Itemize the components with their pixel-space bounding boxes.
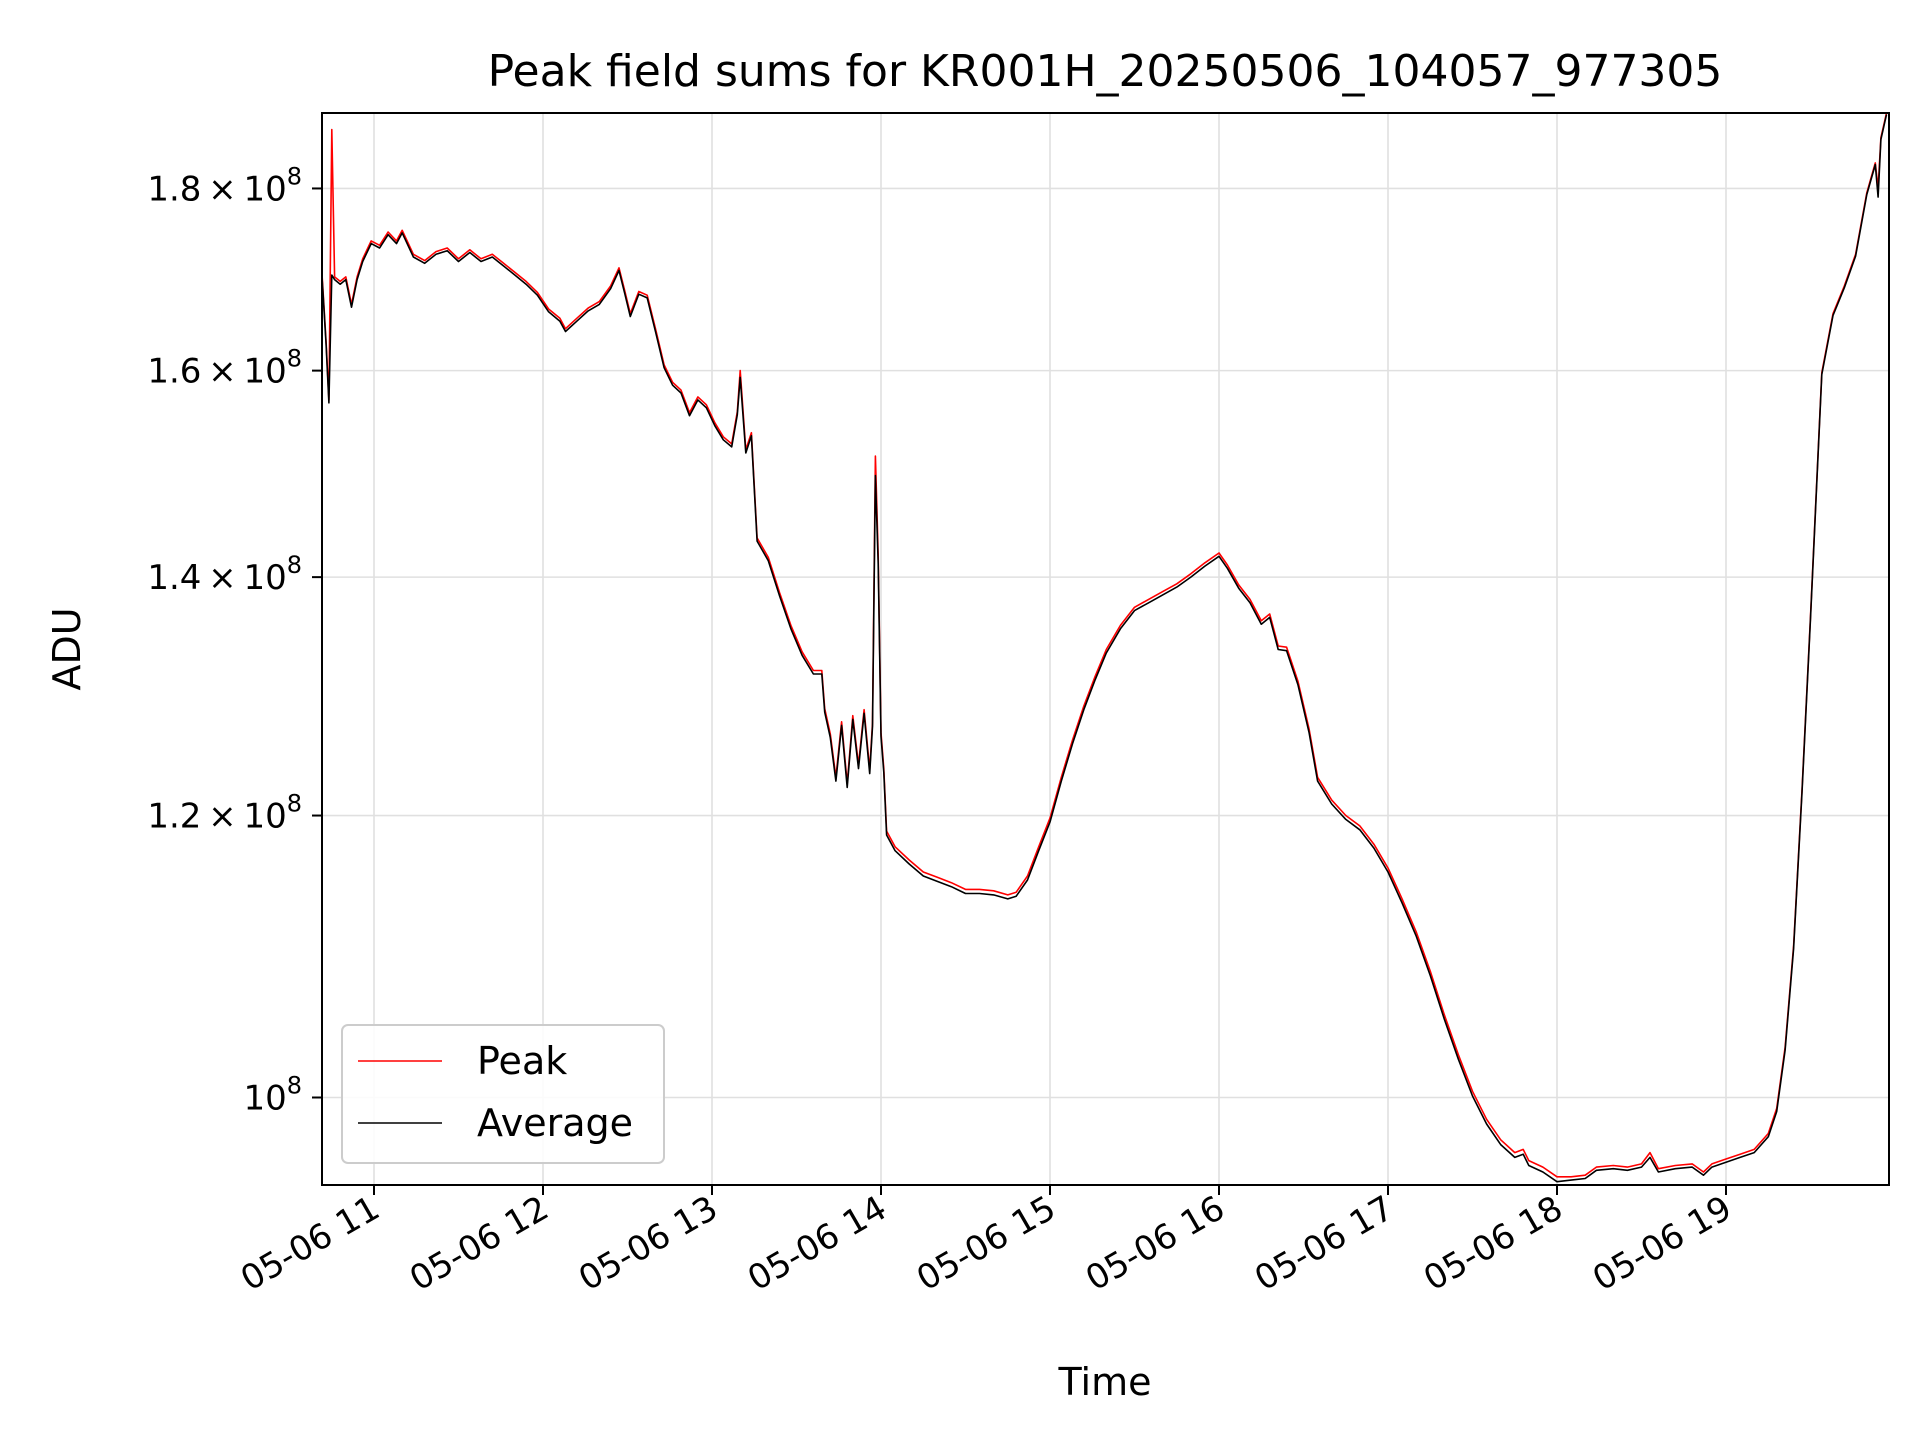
legend-label-peak: Peak [477,1039,567,1083]
y-tick-label: 1.4 × 108 [147,551,302,598]
series-layer [322,113,1888,1183]
x-axis-label: Time [1058,1360,1152,1404]
x-tick-label: 05-06 14 [741,1188,893,1299]
legend-label-average: Average [477,1101,633,1145]
x-tick-label: 05-06 15 [910,1188,1062,1299]
x-tick-label: 05-06 19 [1586,1188,1738,1299]
plot-frame [321,112,1890,1186]
y-axis-label: ADU [45,607,89,690]
x-tick-label: 05-06 11 [234,1188,386,1299]
y-tick-label: 1.2 × 108 [147,790,302,837]
series-line-average [322,114,1888,1183]
y-tick-label: 108 [243,1072,302,1119]
y-tick-label: 1.6 × 108 [147,345,302,392]
x-tick-label: 05-06 18 [1417,1188,1569,1299]
y-tick-label: 1.8 × 108 [147,162,302,209]
legend-box [341,1024,665,1164]
legend: Peak Average [341,1024,665,1164]
series-line-peak [322,113,1888,1178]
x-tick-label: 05-06 12 [403,1188,555,1299]
grid-layer [322,113,1889,1185]
chart-title: Peak field sums for KR001H_20250506_1040… [488,46,1723,97]
x-tick-label: 05-06 13 [572,1188,724,1299]
x-tick-label: 05-06 17 [1248,1188,1400,1299]
x-tick-label: 05-06 16 [1079,1188,1231,1299]
